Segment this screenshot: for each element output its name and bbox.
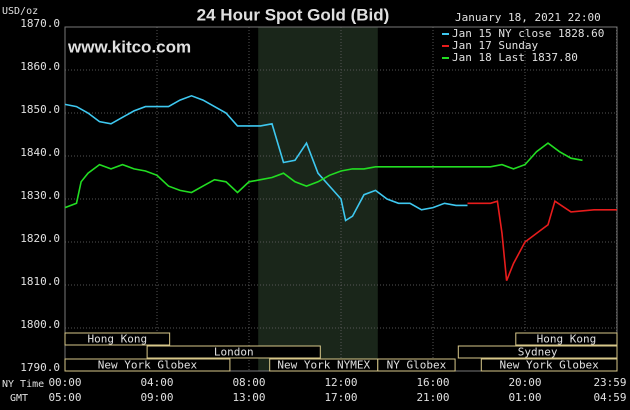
x-tick-label: 04:00 [140,376,173,389]
x2-tick-label: 21:00 [416,391,449,404]
price-line [64,94,468,222]
session-label: London [214,346,254,359]
session-label: Hong Kong [537,333,597,346]
session-box [146,345,321,359]
session-box [377,358,456,372]
x-tick-label: 16:00 [416,376,449,389]
chart-title: 24 Hour Spot Gold (Bid) [197,5,390,24]
x2-tick-label: 09:00 [140,391,173,404]
timestamp: January 18, 2021 22:00 [455,11,601,24]
x2-tick-label: 17:00 [324,391,357,404]
y-tick-label: 1840.0 [20,146,60,159]
y-tick-label: 1820.0 [20,232,60,245]
y-tick-label: 1860.0 [20,60,60,73]
x-tick-label: 20:00 [508,376,541,389]
session-box [64,332,171,346]
session-box [515,332,618,346]
x-axis-label: NY Time [2,379,44,390]
x2-tick-label: 01:00 [508,391,541,404]
session-label: Sydney [518,346,558,359]
legend-label: Jan 17 Sunday [452,39,538,52]
watermark: www.kitco.com [67,37,191,56]
session-box [480,358,618,372]
x2-axis-label: GMT [10,393,28,404]
y-tick-label: 1830.0 [20,189,60,202]
x2-tick-label: 04:59 [593,391,626,404]
x2-tick-label: 13:00 [232,391,265,404]
y-tick-label: 1850.0 [20,103,60,116]
x-tick-label: 12:00 [324,376,357,389]
x-tick-label: 23:59 [593,376,626,389]
x-tick-label: 00:00 [48,376,81,389]
session-label: New York Globex [499,359,599,372]
y-tick-label: 1870.0 [20,17,60,30]
y-tick-label: 1790.0 [20,361,60,374]
session-box [457,345,618,359]
y-axis-label: USD/oz [2,6,38,17]
y-tick-label: 1810.0 [20,275,60,288]
legend-label: Jan 15 NY close 1828.60 [452,27,604,40]
x-tick-label: 08:00 [232,376,265,389]
session-label: New York NYMEX [277,359,370,372]
x2-tick-label: 05:00 [48,391,81,404]
session-label: New York Globex [98,359,198,372]
y-tick-label: 1800.0 [20,318,60,331]
session-label: Hong Kong [88,333,148,346]
session-label: NY Globex [387,359,447,372]
price-line [64,142,583,209]
session-box [64,358,231,372]
legend-label: Jan 18 Last 1837.80 [452,51,578,64]
price-line [467,199,617,281]
